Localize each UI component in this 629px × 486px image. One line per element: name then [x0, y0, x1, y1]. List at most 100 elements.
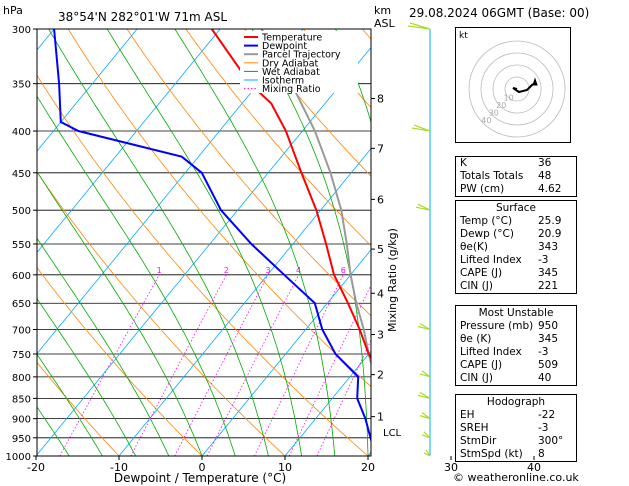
surface-dewp-label: Dewp (°C)	[460, 228, 514, 240]
dry-adiabat-line	[37, 171, 286, 456]
mu-theta-row: θe (K) 345	[456, 333, 576, 346]
pressure-tick-label: 900	[12, 415, 31, 426]
pressure-tick-label: 950	[12, 434, 31, 445]
mixing-ratio-line	[254, 274, 344, 456]
datetime-title: 29.08.2024 06GMT (Base: 00)	[409, 6, 590, 20]
stmdir-label: StmDir	[460, 435, 497, 447]
wet-adiabat-line	[37, 353, 103, 456]
pressure-tick-label: 500	[12, 206, 31, 217]
dry-adiabat-line	[126, 29, 371, 317]
legend-entry: Parcel Trajectory	[262, 50, 341, 61]
surface-cin-label: CIN (J)	[460, 280, 493, 292]
hodograph: kt 10 20 30 40	[455, 27, 571, 143]
wet-adiabat-line	[106, 29, 302, 456]
k-value: 36	[538, 157, 552, 169]
pressure-tick-label: 600	[12, 271, 31, 282]
mu-cin-row: CIN (J) 40	[456, 372, 576, 385]
surface-cape-label: CAPE (J)	[460, 267, 503, 279]
isotherm-line	[37, 29, 304, 355]
surface-cin-row: CIN (J) 221	[456, 280, 576, 293]
pressure-tick-label: 450	[12, 169, 31, 180]
mu-li-row: Lifted Index -3	[456, 346, 576, 359]
surface-temp-value: 25.9	[538, 215, 562, 227]
isotherm-line	[118, 148, 371, 456]
hodo-table-title: Hodograph	[486, 396, 546, 408]
mu-li-value: -3	[538, 346, 549, 358]
wind-barbs	[407, 22, 431, 457]
tt-row: Totals Totals 48	[456, 170, 576, 183]
plot-area: 1 2 3 4 6 8 10 15 20 25	[37, 29, 629, 456]
legend-entry: Dewpoint	[262, 41, 307, 52]
pressure-tick-label: 800	[12, 373, 31, 384]
dry-adiabat-line	[67, 29, 371, 388]
pressure-tick-label: 350	[12, 80, 31, 91]
mu-li-label: Lifted Index	[460, 346, 522, 358]
tt-value: 48	[538, 170, 552, 182]
right-unit-label-asl: ASL	[374, 17, 396, 30]
isotherm-line	[37, 29, 138, 152]
indices-table: K 36 Totals Totals 48 PW (cm) 4.62	[455, 156, 577, 197]
wet-adiabat-line	[37, 95, 236, 456]
mu-cin-label: CIN (J)	[460, 372, 493, 384]
wind-barb	[419, 370, 431, 378]
stmspd-value: 8	[538, 448, 545, 460]
mu-cape-label: CAPE (J)	[460, 359, 503, 371]
credit-text: © weatheronline.co.uk	[453, 471, 579, 484]
mixing-ratio-line	[174, 274, 269, 456]
isotherm-line	[201, 249, 371, 456]
eh-label: EH	[460, 409, 475, 421]
mixing-ratio-line	[130, 274, 227, 456]
mixing-ratio-line	[59, 274, 160, 456]
plot-frame	[36, 28, 372, 457]
surface-theta-row: θe(K) 343	[456, 241, 576, 254]
sreh-label: SREH	[460, 422, 489, 434]
mu-theta-label: θe (K)	[460, 333, 492, 345]
surface-cape-row: CAPE (J) 345	[456, 267, 576, 280]
x-axis-title: Dewpoint / Temperature (°C)	[114, 471, 286, 485]
mu-cape-value: 509	[538, 359, 559, 371]
surface-theta-value: 343	[538, 241, 559, 253]
hodograph-kt-label: kt	[459, 31, 468, 41]
eh-row: EH -22	[456, 409, 576, 422]
stmdir-value: 300°	[538, 435, 564, 447]
tt-label: Totals Totals	[460, 170, 524, 182]
location-title: 38°54'N 282°01'W 71m ASL	[58, 10, 227, 24]
wet-adiabat-line	[37, 237, 170, 456]
pressure-tick-label: 400	[12, 127, 31, 138]
stmdir-row: StmDir 300°	[456, 435, 576, 448]
legend-entry: Temperature	[261, 33, 322, 44]
surface-table: Surface Temp (°C) 25.9 Dewp (°C) 20.9 θe(K…	[455, 200, 577, 294]
right-unit-label: km	[374, 4, 391, 17]
mixing-ratio-line	[368, 450, 371, 456]
x-tick-label: 20	[361, 461, 375, 474]
surface-dewp-row: Dewp (°C) 20.9	[456, 228, 576, 241]
wind-barb	[415, 203, 431, 211]
pressure-tick-label: 850	[12, 394, 31, 405]
mixing-ratio-label: 2	[224, 266, 229, 275]
storm-motion-marker	[532, 77, 538, 86]
wind-barb	[417, 322, 431, 331]
pressure-tick-label: 1000	[6, 452, 31, 463]
surface-temp-row: Temp (°C) 25.9	[456, 215, 576, 228]
legend-entry: Dry Adiabat	[262, 58, 319, 69]
legend-background	[240, 31, 358, 93]
wind-barb	[423, 449, 431, 457]
mixing-ratio-label: 8	[374, 266, 379, 275]
km-tick-label: 1	[377, 411, 384, 424]
isotherm-line	[617, 29, 629, 456]
hodograph-ring-label: 40	[481, 116, 491, 125]
km-tick-label: 8	[377, 93, 384, 106]
legend-entry: Wet Adiabat	[262, 67, 320, 78]
left-unit-label: hPa	[3, 4, 23, 17]
x-tick-label: 30	[444, 461, 458, 474]
dry-adiabat-line	[185, 29, 371, 247]
km-tick-label: 5	[377, 243, 384, 256]
surface-temp-label: Temp (°C)	[460, 215, 513, 227]
hodograph-frame	[455, 27, 571, 143]
mu-pres-value: 950	[538, 320, 559, 332]
hodograph-ring	[480, 52, 554, 126]
x-tick-label: 40	[527, 461, 541, 474]
km-tick-label: 3	[377, 329, 384, 342]
wet-adiabat-line	[48, 29, 269, 456]
